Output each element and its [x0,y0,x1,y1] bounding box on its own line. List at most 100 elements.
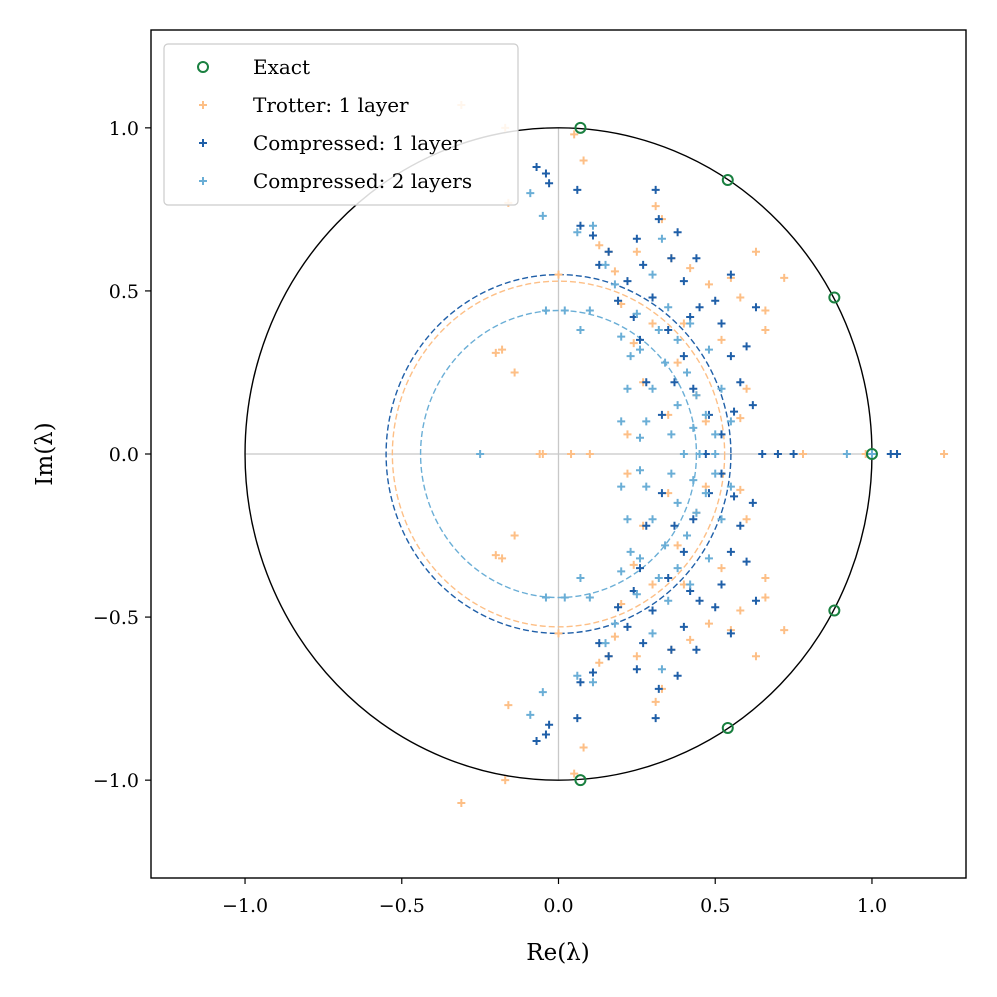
point-compressed-1-layer [576,678,585,687]
point-trotter-1-layer [780,273,789,282]
point-compressed-2-layers [704,554,713,563]
legend-marker [199,101,207,109]
point-compressed-2-layers [673,498,682,507]
legend: Exact Trotter: 1 layer Compressed: 1 layer… [163,43,519,206]
point-compressed-1-layer [742,342,751,351]
point-trotter-1-layer [742,515,751,524]
point-trotter-1-layer [554,629,563,638]
point-trotter-1-layer [610,267,619,276]
point-trotter-1-layer [579,743,588,752]
point-exact [574,121,587,134]
point-compressed-1-layer [654,684,663,693]
point-compressed-2-layers [588,678,597,687]
legend-item-exact: Exact [197,55,310,79]
legend-marker [199,177,207,185]
point-compressed-2-layers [673,564,682,573]
point-compressed-2-layers [667,430,676,439]
point-compressed-1-layer [614,296,623,305]
point-compressed-1-layer [642,378,651,387]
point-exact [721,721,734,734]
point-trotter-1-layer [940,450,949,458]
point-trotter-1-layer [629,339,638,348]
point-compressed-1-layer [636,335,644,344]
point-compressed-1-layer [748,498,757,507]
point-compressed-2-layers [476,450,485,458]
point-compressed-1-layer [573,714,582,723]
point-compressed-2-layers [695,450,704,458]
point-exact [721,174,734,187]
point-compressed-2-layers [661,541,670,550]
point-compressed-2-layers [526,710,535,719]
point-compressed-2-layers [623,515,632,524]
point-compressed-1-layer [736,521,745,530]
point-compressed-2-layers [648,629,657,638]
point-trotter-1-layer [632,652,641,661]
point-compressed-2-layers [664,596,673,605]
point-trotter-1-layer [673,358,682,367]
point-compressed-2-layers [636,345,644,354]
point-compressed-1-layer [623,622,632,631]
point-compressed-2-layers [541,593,550,602]
point-compressed-2-layers [617,567,626,576]
point-compressed-1-layer [726,270,735,279]
point-compressed-1-layer [773,450,782,458]
legend-item-compressed-1-layer: Compressed: 1 layer [199,131,462,155]
point-compressed-2-layers [610,619,619,628]
point-trotter-1-layer [457,798,466,807]
point-trotter-1-layer [595,241,604,250]
point-compressed-1-layer [639,260,648,269]
point-compressed-2-layers [610,280,619,289]
point-trotter-1-layer [554,270,563,279]
point-compressed-1-layer [893,450,902,458]
point-compressed-1-layer [726,547,735,556]
point-compressed-2-layers [689,476,698,485]
legend-label: Exact [253,55,310,79]
y-tick-label: −0.5 [93,607,139,629]
legend-box [163,43,519,206]
point-compressed-1-layer [679,547,688,556]
point-trotter-1-layer [510,531,519,540]
point-compressed-1-layer [673,671,682,680]
point-trotter-1-layer [673,541,682,550]
point-trotter-1-layer [736,606,745,615]
point-compressed-2-layers [673,335,682,344]
y-tick-label: −1.0 [93,770,139,792]
point-compressed-1-layer [711,296,720,305]
point-compressed-1-layer [726,629,735,638]
point-compressed-2-layers [626,352,635,361]
point-compressed-2-layers [560,306,569,315]
point-compressed-2-layers [601,639,610,648]
legend-label: Compressed: 1 layer [253,131,462,155]
point-compressed-2-layers [689,423,698,432]
legend-label: Trotter: 1 layer [253,93,409,117]
point-trotter-1-layer [491,551,500,560]
point-compressed-2-layers [683,368,692,377]
point-compressed-2-layers [573,671,582,680]
ref-circle-trotter-1-layer [391,280,726,628]
point-compressed-2-layers [683,531,692,540]
point-compressed-1-layer [679,352,688,361]
point-compressed-1-layer [545,179,554,188]
point-compressed-2-layers [576,573,585,582]
point-trotter-1-layer [629,560,638,569]
point-trotter-1-layer [538,450,547,458]
point-compressed-2-layers [701,489,710,498]
point-compressed-2-layers [711,469,720,478]
point-compressed-1-layer [730,492,739,501]
point-trotter-1-layer [761,326,770,335]
point-compressed-1-layer [711,603,720,612]
point-compressed-2-layers [623,384,632,393]
point-compressed-1-layer [695,303,704,312]
point-compressed-2-layers [867,450,876,458]
point-compressed-1-layer [664,573,673,582]
point-trotter-1-layer [761,306,770,315]
point-compressed-1-layer [532,162,541,171]
point-compressed-1-layer [623,277,632,286]
point-trotter-1-layer [595,658,604,667]
point-compressed-2-layers [717,515,726,524]
point-trotter-1-layer [498,554,507,563]
point-compressed-1-layer [751,596,760,605]
point-compressed-2-layers [538,211,547,220]
point-compressed-2-layers [648,270,657,279]
